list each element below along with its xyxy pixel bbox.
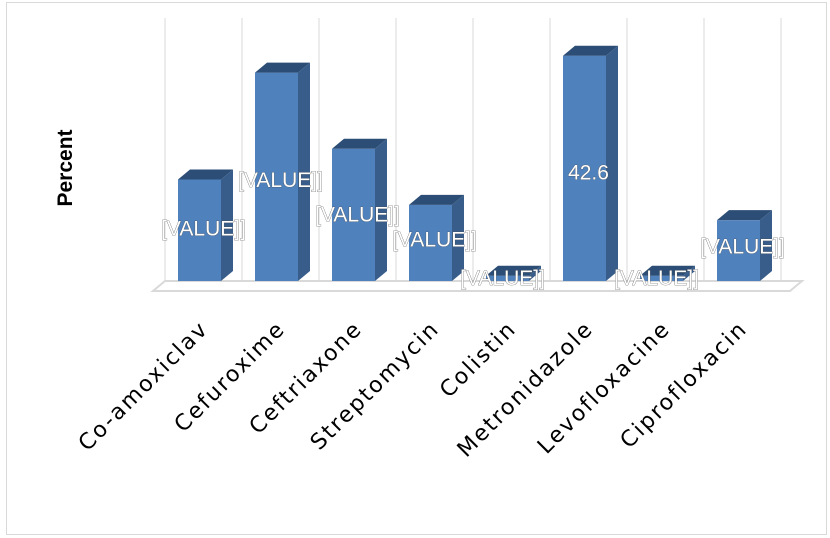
data-label: [VALUE]] bbox=[238, 169, 323, 192]
data-label: [VALUE]] bbox=[392, 229, 477, 252]
bar-front bbox=[486, 275, 529, 281]
bar-ciprofloxacin bbox=[717, 210, 772, 281]
data-label: [VALUE]] bbox=[315, 204, 400, 227]
grid-layer bbox=[150, 18, 805, 292]
bar-side bbox=[606, 45, 618, 282]
bars-layer bbox=[178, 45, 772, 282]
bar-cefuroxime bbox=[255, 62, 310, 282]
category-label: Metronidazole bbox=[453, 317, 599, 463]
data-label: 42.6 bbox=[568, 162, 609, 185]
category-label: Streptomycin bbox=[306, 317, 445, 456]
data-labels-layer: [VALUE]][VALUE]][VALUE]][VALUE]][VALUE]]… bbox=[161, 161, 785, 290]
bar-colistin bbox=[486, 265, 541, 281]
bar-top bbox=[178, 169, 233, 180]
bar-top bbox=[640, 265, 695, 276]
bar-front bbox=[409, 204, 452, 281]
bar-ceftriaxone bbox=[332, 138, 387, 281]
bar-front bbox=[178, 179, 221, 281]
bar-top bbox=[486, 265, 541, 276]
category-label: Levofloxacine bbox=[533, 317, 676, 460]
bar-top bbox=[563, 45, 618, 56]
bar-side bbox=[375, 138, 387, 281]
bar-front bbox=[332, 148, 375, 281]
data-label: [VALUE]] bbox=[614, 267, 699, 290]
bar-side bbox=[221, 169, 233, 281]
bar-top bbox=[255, 62, 310, 73]
bar-front bbox=[640, 275, 683, 281]
bar-top bbox=[409, 194, 464, 205]
bar-streptomycin bbox=[409, 194, 464, 281]
category-labels-layer: Co-amoxiclavCefuroximeCeftriaxoneStrepto… bbox=[74, 317, 753, 463]
bar-side bbox=[529, 265, 541, 281]
bar-front bbox=[717, 220, 760, 281]
chart-floor bbox=[150, 280, 805, 292]
bar-side bbox=[298, 62, 310, 281]
bar-levofloxacine bbox=[640, 265, 695, 281]
bar-top bbox=[332, 138, 387, 149]
bar-front bbox=[255, 72, 298, 282]
bar-front bbox=[563, 55, 606, 282]
bar-metronidazole bbox=[563, 45, 618, 282]
category-label: Co-amoxiclav bbox=[74, 317, 214, 457]
data-label: [VALUE]] bbox=[161, 217, 246, 240]
bar-side bbox=[683, 265, 695, 281]
bar-side bbox=[452, 194, 464, 281]
data-label: [VALUE]] bbox=[700, 236, 785, 259]
bar-top bbox=[717, 210, 772, 221]
bar-side bbox=[760, 210, 772, 281]
y-axis-label: Percent bbox=[54, 129, 77, 206]
bar-co-amoxiclav bbox=[178, 169, 233, 281]
data-label: [VALUE]] bbox=[460, 267, 545, 290]
